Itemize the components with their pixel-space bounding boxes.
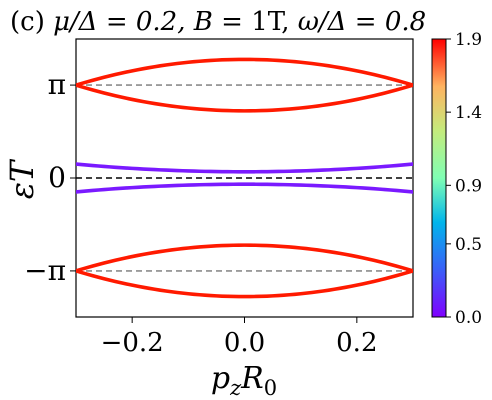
colorbar-tick-label-1: 1.4 [455, 103, 482, 123]
colorbar [431, 38, 447, 318]
colorbar-tick-label-0: 1.9 [455, 30, 482, 50]
series-line-2 [76, 162, 413, 174]
series-line-5 [76, 269, 413, 299]
series-line-3 [76, 182, 413, 194]
y-tick-label-0: π [48, 68, 66, 101]
y-tick-label-2: −π [24, 254, 66, 287]
y-axis: π 0 −π [24, 68, 76, 287]
colorbar-tick-label-2: 0.9 [455, 176, 482, 196]
y-axis-label: εT [3, 158, 41, 199]
colorbar-ticks: 1.9 1.4 0.9 0.5 0.0 [446, 30, 482, 328]
series-line-1 [76, 83, 413, 113]
series-layer [76, 57, 413, 299]
colorbar-tick-label-4: 0.0 [455, 308, 482, 328]
x-axis: −0.2 0.0 0.2 [101, 317, 378, 358]
x-axis-label: pzR0 [211, 361, 277, 400]
series-line-0 [76, 57, 413, 87]
colorbar-tick-label-3: 0.5 [455, 235, 482, 255]
x-tick-label-2: 0.2 [336, 328, 377, 358]
reference-lines [76, 84, 413, 272]
y-tick-label-1: 0 [48, 161, 66, 194]
chart-title: (c) μ/Δ = 0.2, B = 1T, ω/Δ = 0.8 [10, 7, 426, 37]
series-line-4 [76, 243, 413, 273]
x-tick-label-0: −0.2 [101, 328, 164, 358]
x-tick-label-1: 0.0 [224, 328, 265, 358]
